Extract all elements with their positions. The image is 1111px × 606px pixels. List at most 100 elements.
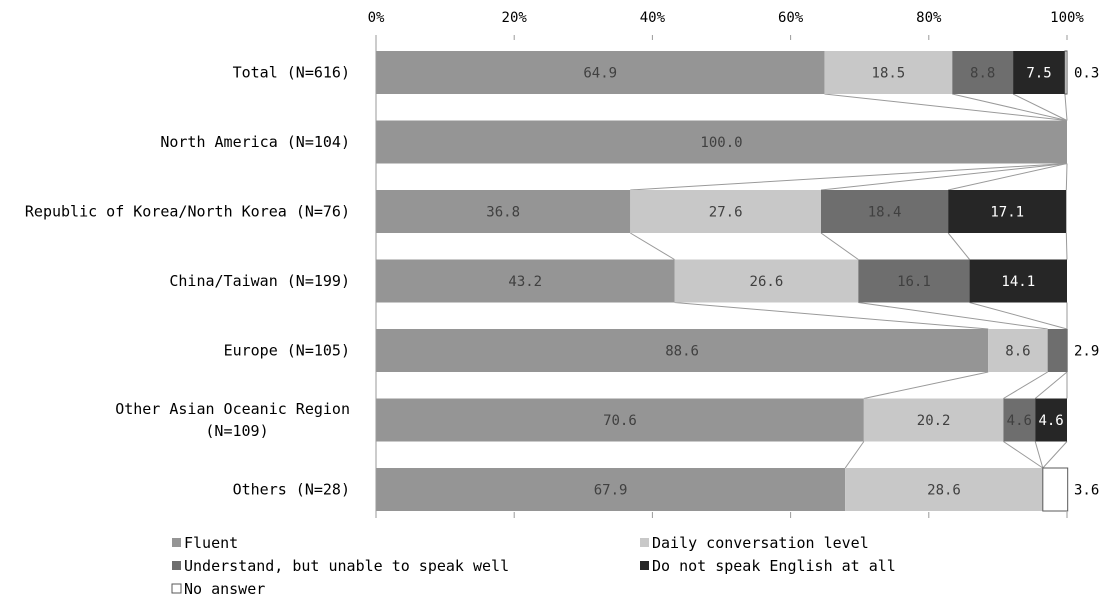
series-connector-line bbox=[844, 441, 865, 469]
data-label: 0.3 bbox=[1074, 66, 1099, 82]
data-label: 20.2 bbox=[917, 413, 951, 429]
category-label: North America (N=104) bbox=[160, 133, 350, 151]
bar-segment bbox=[376, 398, 864, 442]
bar-segment bbox=[863, 398, 1004, 442]
bar-segment bbox=[858, 259, 970, 303]
data-label: 17.1 bbox=[990, 205, 1024, 221]
bar-segment bbox=[1042, 467, 1069, 512]
legend-swatch bbox=[172, 561, 181, 570]
category-label: Others (N=28) bbox=[233, 481, 350, 499]
data-label: 88.6 bbox=[665, 344, 699, 360]
data-label: 43.2 bbox=[508, 274, 542, 290]
x-tick-label: 20% bbox=[502, 10, 528, 26]
series-connector-line bbox=[1034, 441, 1044, 469]
bar-segment bbox=[969, 259, 1067, 303]
bar-segment bbox=[845, 468, 1043, 511]
data-label: 18.5 bbox=[872, 66, 906, 82]
category-label: Total (N=616) bbox=[233, 64, 350, 82]
data-label: 26.6 bbox=[750, 274, 784, 290]
bar-segment bbox=[376, 259, 675, 303]
series-connector-line bbox=[630, 232, 675, 260]
series-connector-line bbox=[969, 302, 1068, 330]
bar-segment bbox=[1013, 51, 1065, 94]
series-connector-line bbox=[820, 232, 859, 260]
data-label: 4.6 bbox=[1038, 413, 1063, 429]
legend-swatch bbox=[640, 561, 649, 570]
data-label: 8.8 bbox=[970, 66, 995, 82]
category-label: China/Taiwan (N=199) bbox=[169, 272, 350, 290]
legend-swatch bbox=[171, 583, 182, 594]
bar-segment bbox=[376, 468, 846, 511]
axis: 0% 20% 40% 60% 80% 100% bbox=[368, 10, 1084, 518]
data-label: 67.9 bbox=[594, 483, 628, 499]
series-connector-line bbox=[1065, 232, 1068, 260]
bar-segment bbox=[824, 51, 953, 94]
data-label: 2.9 bbox=[1074, 344, 1099, 360]
series-connector-line bbox=[1065, 163, 1068, 191]
data-label: 4.6 bbox=[1007, 413, 1032, 429]
data-label: 27.6 bbox=[709, 205, 743, 221]
value-labels: 64.9 18.5 8.8 7.5 0.3 100.0 36.8 27.6 18.4 17.1 43… bbox=[486, 66, 1099, 499]
bar-segment bbox=[1035, 398, 1067, 442]
bar-segment bbox=[376, 120, 1067, 164]
bar-segment bbox=[948, 190, 1067, 233]
data-label: 18.4 bbox=[868, 205, 902, 221]
category-label: (N=109) bbox=[205, 422, 268, 440]
legend-label: Fluent bbox=[184, 534, 238, 552]
data-label: 100.0 bbox=[700, 135, 742, 151]
bar-segment bbox=[1064, 50, 1068, 95]
series-connector-line bbox=[820, 163, 1068, 191]
series-connector-line bbox=[674, 302, 989, 330]
data-label: 14.1 bbox=[1001, 274, 1035, 290]
bar-segment bbox=[988, 329, 1048, 372]
data-label: 70.6 bbox=[603, 413, 637, 429]
series-connector-line bbox=[1012, 93, 1068, 121]
data-label: 7.5 bbox=[1026, 66, 1051, 82]
series-connector-line bbox=[1003, 371, 1048, 399]
series-connector-line bbox=[858, 302, 1048, 330]
series-lines bbox=[630, 93, 1068, 469]
series-connector-line bbox=[1042, 441, 1068, 469]
data-label: 8.6 bbox=[1005, 344, 1030, 360]
bar-segment bbox=[952, 51, 1014, 94]
legend-label: No answer bbox=[184, 580, 265, 598]
legend-swatch bbox=[172, 538, 181, 547]
category-label: Europe (N=105) bbox=[224, 342, 350, 360]
bar-segment bbox=[630, 190, 822, 233]
series-connector-line bbox=[824, 93, 1068, 121]
series-connector-line bbox=[630, 163, 1068, 191]
x-tick-label: 80% bbox=[916, 10, 942, 26]
series-connector-line bbox=[863, 371, 989, 399]
series-connector-line bbox=[947, 232, 970, 260]
legend-label: Do not speak English at all bbox=[652, 557, 896, 575]
legend-swatch bbox=[640, 538, 649, 547]
bar-segment bbox=[376, 190, 631, 233]
data-label: 28.6 bbox=[927, 483, 961, 499]
series-connector-line bbox=[1064, 93, 1068, 121]
legend-label: Understand, but unable to speak well bbox=[184, 557, 509, 575]
data-label: 3.6 bbox=[1074, 483, 1099, 499]
bar-segment bbox=[376, 51, 825, 94]
series-connector-line bbox=[1003, 441, 1044, 469]
category-label: Other Asian Oceanic Region bbox=[115, 400, 350, 418]
data-label: 36.8 bbox=[486, 205, 520, 221]
bar-segment bbox=[1047, 329, 1068, 372]
data-label: 64.9 bbox=[583, 66, 617, 82]
bar-segment bbox=[376, 329, 989, 372]
bars bbox=[376, 50, 1069, 512]
x-tick-label: 0% bbox=[368, 10, 385, 26]
series-connector-line bbox=[952, 93, 1068, 121]
bar-segment bbox=[821, 190, 949, 233]
legend: Fluent Daily conversation level Understand… bbox=[171, 534, 896, 598]
series-connector-line bbox=[948, 163, 1068, 191]
category-labels: Total (N=616) North America (N=104) Republ… bbox=[25, 64, 350, 499]
bar-segment bbox=[674, 259, 859, 303]
x-tick-label: 40% bbox=[640, 10, 666, 26]
x-tick-label: 60% bbox=[778, 10, 804, 26]
bar-segment bbox=[1003, 398, 1036, 442]
category-label: Republic of Korea/North Korea (N=76) bbox=[25, 203, 350, 221]
x-tick-label: 100% bbox=[1050, 10, 1084, 26]
legend-label: Daily conversation level bbox=[652, 534, 869, 552]
data-label: 16.1 bbox=[897, 274, 931, 290]
